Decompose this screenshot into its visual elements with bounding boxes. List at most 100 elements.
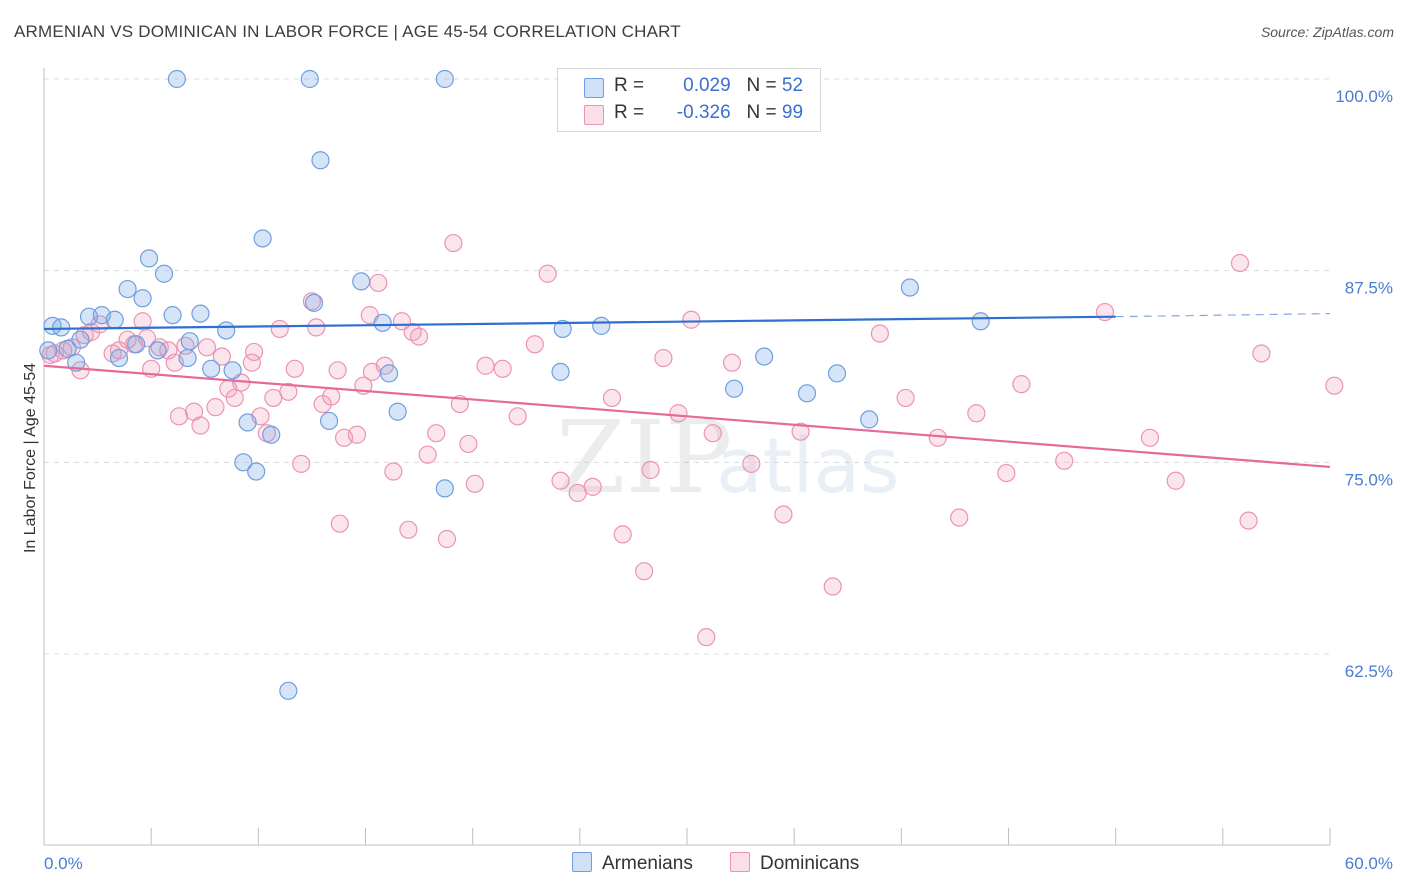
armenian-point (223, 361, 242, 380)
dominican-point (279, 382, 298, 401)
dominican-point (362, 362, 382, 381)
dominican-point (997, 463, 1016, 483)
n-label: N = (746, 102, 777, 123)
armenian-point (127, 335, 146, 354)
dominican-point (465, 474, 484, 493)
armenian-point (900, 278, 920, 297)
dominican-point (508, 407, 527, 426)
armenian-point (797, 384, 817, 403)
y-axis-label: In Labor Force | Age 45-54 (22, 363, 39, 553)
armenian-point (971, 312, 990, 331)
armenian-trend-line (43, 315, 1116, 331)
dominican-point (613, 525, 632, 544)
n-value-armenians: 52 (781, 75, 804, 96)
armenian-point (435, 479, 454, 498)
dominican-point (551, 471, 570, 490)
dominican-point (369, 273, 388, 293)
r-label: R = (614, 102, 645, 123)
armenian-point (379, 364, 399, 383)
armenian-point (58, 339, 77, 358)
dominican-point (896, 388, 915, 408)
armenian-point (52, 318, 71, 337)
dominican-point (1140, 428, 1160, 447)
dominican-points (41, 233, 1344, 647)
dominican-point (328, 361, 347, 380)
dominican-point (307, 318, 326, 337)
r-value-armenians: 0.029 (683, 75, 731, 96)
armenian-point (435, 69, 454, 89)
dominican-point (285, 359, 304, 378)
armenian-point (253, 229, 272, 248)
armenian-point (592, 316, 611, 335)
armenian-point (352, 272, 371, 291)
dominican-point (437, 529, 457, 549)
dominican-point (823, 577, 842, 596)
y-tick-label: 75.0% (1345, 470, 1393, 489)
armenian-point (388, 402, 407, 421)
bottom-legend-dominicans: Dominicans (730, 852, 859, 875)
dominican-point (169, 407, 189, 426)
armenian-point (234, 453, 253, 472)
dominican-point (118, 330, 137, 349)
y-tick-label: 62.5% (1345, 662, 1393, 681)
dominican-point (493, 359, 512, 378)
armenian-point (551, 362, 570, 381)
dominican-point (1055, 451, 1074, 470)
dominican-point (206, 398, 225, 417)
armenian-point (133, 289, 152, 308)
armenian-point (178, 348, 197, 368)
armenian-point (238, 413, 257, 432)
armenian-point (71, 330, 90, 349)
dominican-point (191, 416, 210, 435)
chart-title: ARMENIAN VS DOMINICAN IN LABOR FORCE | A… (14, 22, 681, 41)
dominican-point (1166, 471, 1185, 490)
r-value-dominicans: -0.326 (676, 102, 731, 123)
armenian-trend-extension (1115, 313, 1331, 318)
armenian-point (217, 321, 236, 340)
dominican-point (1252, 344, 1271, 363)
armenian-point (191, 304, 210, 323)
dominican-point (950, 508, 969, 527)
n-value-dominicans: 99 (781, 102, 804, 123)
armenian-point (725, 379, 744, 398)
bottom-legend-armenians: Armenians (572, 852, 693, 875)
dominican-point (697, 628, 716, 647)
dominican-point (682, 310, 701, 329)
dominican-point (403, 322, 422, 342)
dominican-point (967, 404, 986, 423)
dominican-point (870, 324, 890, 343)
dominican-legend-swatch (730, 852, 750, 872)
dominican-point (244, 342, 264, 362)
source-label: Source: ZipAtlas.com (1260, 24, 1394, 40)
n-label: N = (746, 75, 777, 96)
armenian-point (553, 319, 572, 339)
dominican-point (347, 425, 367, 444)
dominican-point (1230, 253, 1250, 273)
dominican-swatch (584, 105, 604, 125)
armenian-point (105, 310, 124, 329)
dominican-point (1325, 376, 1344, 395)
dominican-point (635, 562, 654, 581)
dominican-point (418, 445, 437, 464)
y-tick-label: 87.5% (1345, 279, 1393, 298)
armenian-point (139, 249, 159, 268)
armenian-point (304, 293, 324, 312)
dominican-point (722, 353, 742, 372)
dominican-point (742, 454, 761, 473)
dominican-point (212, 347, 231, 366)
armenian-point (202, 359, 221, 378)
dominican-point (399, 520, 418, 539)
dominican-point (197, 338, 216, 357)
dominican-point (928, 428, 947, 447)
dominican-point (137, 329, 156, 348)
dominican-point (292, 454, 311, 473)
dominican-point (602, 388, 622, 408)
dominicans-label: Dominicans (760, 853, 860, 874)
armenian-point (180, 332, 199, 351)
armenian-point (39, 341, 58, 360)
armenian-points (39, 69, 990, 700)
dominican-point (538, 264, 557, 283)
dominican-point (242, 353, 262, 372)
armenian-point (373, 313, 392, 332)
x-tick-label-min: 0.0% (44, 854, 83, 873)
